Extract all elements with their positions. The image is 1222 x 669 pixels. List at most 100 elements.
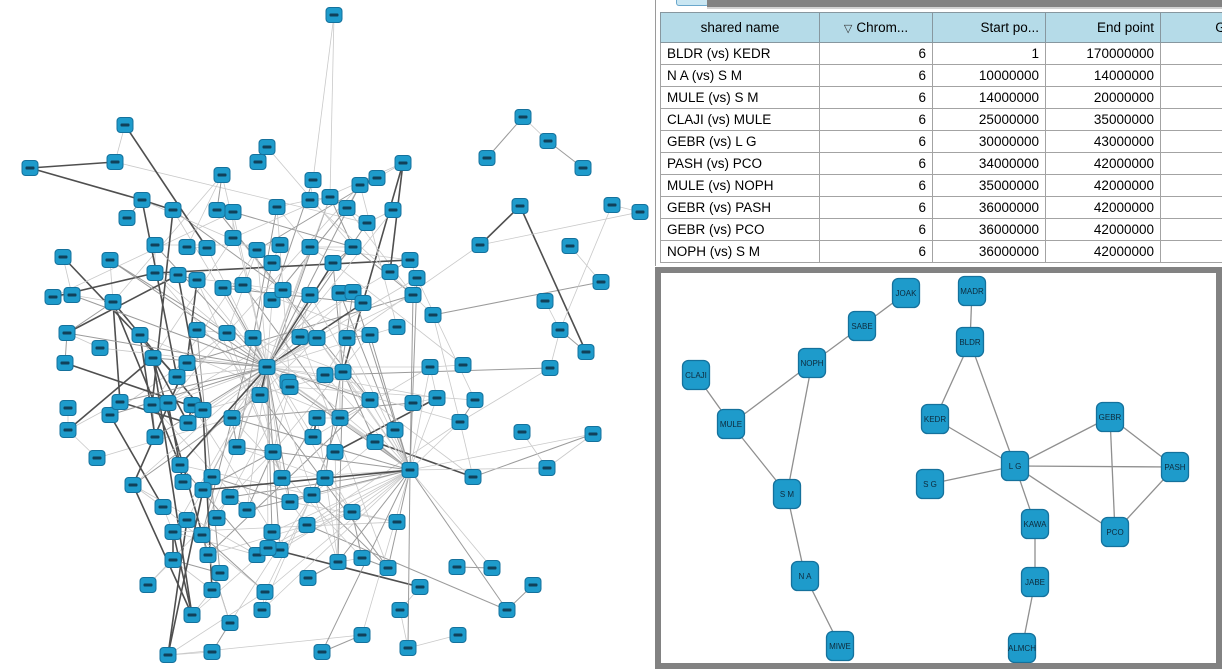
node-shape[interactable] <box>847 310 877 342</box>
column-header-shared-name[interactable]: shared name <box>660 12 820 43</box>
network-node[interactable] <box>399 640 417 656</box>
network-node[interactable] <box>551 322 569 338</box>
network-node[interactable] <box>401 462 419 478</box>
subnetwork-node-noph[interactable]: NOPH <box>797 347 827 379</box>
node-shape[interactable] <box>797 347 827 379</box>
table-cell[interactable]: 42000000 <box>1045 240 1161 263</box>
network-node[interactable] <box>131 327 149 343</box>
table-cell[interactable]: 36000000 <box>932 196 1046 219</box>
network-node[interactable] <box>143 397 161 413</box>
network-node[interactable] <box>471 237 489 253</box>
table-cell[interactable]: 11.4 <box>1160 152 1222 175</box>
node-shape[interactable] <box>891 277 921 309</box>
node-shape[interactable] <box>681 359 711 391</box>
table-cell[interactable]: 10.5 <box>1160 174 1222 197</box>
network-node[interactable] <box>144 350 162 366</box>
table-cell[interactable]: 6 <box>819 152 933 175</box>
network-node[interactable] <box>194 402 212 418</box>
network-node[interactable] <box>391 602 409 618</box>
table-cell[interactable]: 14000000 <box>932 86 1046 109</box>
network-node[interactable] <box>59 422 77 438</box>
network-node[interactable] <box>308 410 326 426</box>
network-node[interactable] <box>263 524 281 540</box>
subnetwork-node-sabe[interactable]: SABE <box>847 310 877 342</box>
subnetwork-node-kedr[interactable]: KEDR <box>920 403 950 435</box>
network-node[interactable] <box>58 325 76 341</box>
network-node[interactable] <box>541 360 559 376</box>
network-node[interactable] <box>366 434 384 450</box>
network-node[interactable] <box>223 410 241 426</box>
table-row[interactable]: PASH (vs) PCO6340000004200000011.4 <box>660 152 1222 175</box>
table-row[interactable]: NOPH (vs) S M636000000420000009.9 <box>660 240 1222 263</box>
table-cell[interactable]: 9.9 <box>1160 240 1222 263</box>
network-node[interactable] <box>159 647 177 663</box>
node-shape[interactable] <box>957 275 987 307</box>
table-cell[interactable]: 20000000 <box>1045 86 1161 109</box>
network-node[interactable] <box>498 602 516 618</box>
subnetwork-node-madr[interactable]: MADR <box>957 275 987 307</box>
table-cell[interactable]: 8.4 <box>1160 218 1222 241</box>
table-cell[interactable]: CLAJI (vs) MULE <box>660 108 820 131</box>
table-cell[interactable]: 6 <box>819 218 933 241</box>
table-cell[interactable]: 6 <box>819 108 933 131</box>
network-node[interactable] <box>524 577 542 593</box>
table-cell[interactable]: 8.9 <box>1160 196 1222 219</box>
column-header-chromosome[interactable]: ▽ Chrom... <box>819 12 933 43</box>
subnetwork-node-l-g[interactable]: L G <box>1000 450 1030 482</box>
network-node[interactable] <box>146 429 164 445</box>
network-node[interactable] <box>334 364 352 380</box>
network-node[interactable] <box>203 644 221 660</box>
network-node[interactable] <box>203 469 221 485</box>
network-node[interactable] <box>218 325 236 341</box>
network-node[interactable] <box>408 270 426 286</box>
subnetwork-node-s-m[interactable]: S M <box>772 478 802 510</box>
network-node[interactable] <box>253 602 271 618</box>
network-node[interactable] <box>384 202 402 218</box>
network-node[interactable] <box>164 202 182 218</box>
network-node[interactable] <box>183 607 201 623</box>
network-node[interactable] <box>199 547 217 563</box>
subnetwork-node-n-a[interactable]: N A <box>790 560 820 592</box>
network-node[interactable] <box>304 429 322 445</box>
network-node[interactable] <box>21 160 39 176</box>
network-node[interactable] <box>88 450 106 466</box>
network-node[interactable] <box>164 524 182 540</box>
network-node[interactable] <box>104 294 122 310</box>
network-node[interactable] <box>164 552 182 568</box>
network-node[interactable] <box>404 287 422 303</box>
network-node[interactable] <box>198 240 216 256</box>
table-row[interactable]: GEBR (vs) PASH636000000420000008.9 <box>660 196 1222 219</box>
main-network-canvas[interactable] <box>0 0 655 669</box>
network-node[interactable] <box>291 329 309 345</box>
network-node[interactable] <box>358 215 376 231</box>
table-row[interactable]: N A (vs) S M610000000140000006.6 <box>660 64 1222 87</box>
network-node[interactable] <box>538 460 556 476</box>
network-node[interactable] <box>592 274 610 290</box>
network-node[interactable] <box>251 387 269 403</box>
table-cell[interactable]: NOPH (vs) S M <box>660 240 820 263</box>
network-node[interactable] <box>274 282 292 298</box>
network-node[interactable] <box>424 307 442 323</box>
network-node[interactable] <box>44 289 62 305</box>
column-header-genetic[interactable]: Genetic... <box>1160 12 1222 43</box>
network-node[interactable] <box>603 197 621 213</box>
network-node[interactable] <box>146 265 164 281</box>
network-node[interactable] <box>404 395 422 411</box>
node-shape[interactable] <box>1095 401 1125 433</box>
network-node[interactable] <box>388 319 406 335</box>
subnetwork-node-almch[interactable]: ALMCH <box>1007 632 1036 663</box>
network-node[interactable] <box>301 287 319 303</box>
subnetwork-node-miwe[interactable]: MIWE <box>825 630 855 662</box>
table-row[interactable]: BLDR (vs) KEDR61170000000192.0 <box>660 42 1222 65</box>
network-node[interactable] <box>169 267 187 283</box>
network-node[interactable] <box>159 395 177 411</box>
table-cell[interactable]: 6 <box>819 240 933 263</box>
network-node[interactable] <box>574 160 592 176</box>
table-row[interactable]: MULE (vs) S M614000000200000007.5 <box>660 86 1222 109</box>
column-header-start-position[interactable]: Start po... <box>932 12 1046 43</box>
node-shape[interactable] <box>920 403 950 435</box>
table-cell[interactable]: 6 <box>819 86 933 109</box>
network-node[interactable] <box>211 565 229 581</box>
network-node[interactable] <box>449 627 467 643</box>
subnetwork-node-kawa[interactable]: KAWA <box>1020 508 1050 540</box>
